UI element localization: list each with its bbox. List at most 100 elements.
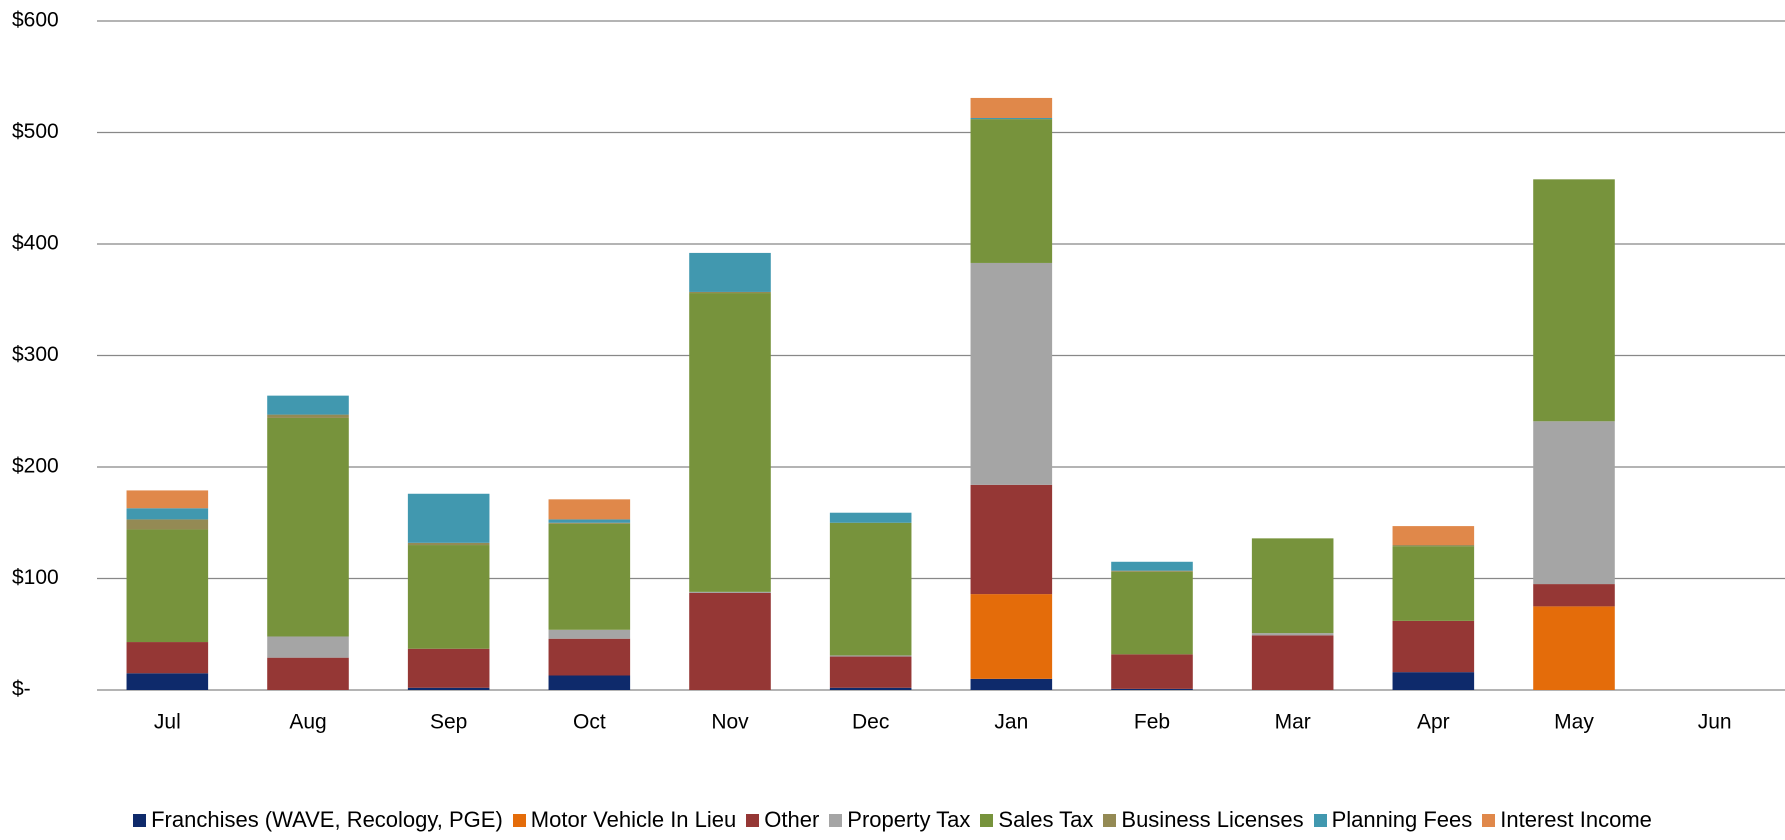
bar-segment bbox=[689, 291, 771, 294]
y-tick-label: $400 bbox=[12, 232, 59, 255]
x-tick-label: Apr bbox=[1417, 711, 1450, 734]
bar-segment bbox=[970, 119, 1053, 263]
bar-segment bbox=[1111, 561, 1193, 571]
bar-segment bbox=[548, 629, 631, 639]
bar-segment bbox=[970, 262, 1053, 485]
legend-label: Motor Vehicle In Lieu bbox=[530, 807, 737, 832]
bar-segment bbox=[689, 293, 771, 592]
x-tick-label: May bbox=[1554, 711, 1594, 734]
bar-segment bbox=[548, 519, 631, 523]
bar-segment bbox=[407, 545, 490, 649]
bar-segment bbox=[1392, 526, 1475, 546]
legend-label: Interest Income bbox=[1500, 807, 1652, 832]
legend-label: Franchises (WAVE, Recology, PGE) bbox=[151, 807, 503, 832]
chart: $- $100 $200 $300 $400 $500 $600 Jul Aug Sep Oct No… bbox=[12, 9, 1785, 734]
legend-item: Interest Income bbox=[1482, 807, 1652, 833]
bar-segment bbox=[829, 522, 912, 656]
legend-label: Other bbox=[764, 807, 820, 832]
bar-segment bbox=[970, 97, 1053, 119]
legend-item: Property Tax bbox=[829, 807, 970, 833]
bar-segment bbox=[126, 508, 209, 520]
x-tick-label: Jun bbox=[1698, 711, 1732, 734]
bar-segment bbox=[1251, 635, 1334, 690]
bar-segment bbox=[689, 592, 771, 690]
x-tick-label: Nov bbox=[711, 711, 749, 734]
bar-segment bbox=[267, 395, 349, 415]
bar-segment bbox=[407, 542, 490, 546]
legend-item: Planning Fees bbox=[1313, 807, 1473, 833]
bar-segment bbox=[1533, 606, 1615, 690]
legend: Franchises (WAVE, Recology, PGE) Motor Ve… bbox=[0, 800, 1785, 840]
bar-segment bbox=[1533, 421, 1615, 585]
legend-item: Franchises (WAVE, Recology, PGE) bbox=[133, 807, 503, 833]
bar-segment bbox=[829, 687, 912, 690]
bar-segment bbox=[548, 523, 631, 630]
y-tick-label: $600 bbox=[12, 9, 59, 32]
x-tick-label: Jan bbox=[994, 711, 1028, 734]
bar-segment bbox=[1251, 538, 1334, 634]
bar-segment bbox=[407, 648, 490, 688]
bar-segment bbox=[1533, 179, 1615, 422]
x-tick-label: Oct bbox=[573, 711, 606, 734]
bar-segment bbox=[1533, 584, 1615, 607]
bar-segment bbox=[689, 252, 771, 292]
bar-segment bbox=[548, 675, 631, 690]
legend-label: Planning Fees bbox=[1331, 807, 1473, 832]
legend-swatch bbox=[829, 813, 843, 827]
bar-segment bbox=[970, 118, 1053, 120]
x-tick-label: Dec bbox=[852, 711, 889, 734]
legend-item: Motor Vehicle In Lieu bbox=[512, 807, 737, 833]
legend-swatch bbox=[1103, 813, 1117, 827]
bar-segment bbox=[126, 642, 209, 674]
bar-segment bbox=[689, 591, 771, 593]
x-tick-label: Sep bbox=[430, 711, 467, 734]
bar-segment bbox=[548, 499, 631, 520]
y-tick-label: $200 bbox=[12, 455, 59, 478]
bar-segment bbox=[548, 638, 631, 676]
bar-segment bbox=[1251, 633, 1334, 636]
bar-segment bbox=[1111, 570, 1193, 572]
bar-segment bbox=[126, 490, 209, 509]
legend-swatch bbox=[133, 813, 147, 827]
bar-segment bbox=[1111, 654, 1193, 689]
bar-segment bbox=[267, 636, 349, 658]
bar-segment bbox=[267, 657, 349, 690]
bar-segment bbox=[1111, 688, 1193, 690]
bar-segment bbox=[829, 656, 912, 688]
x-tick-label: Jul bbox=[154, 711, 181, 734]
legend-swatch bbox=[512, 813, 526, 827]
legend-swatch bbox=[1482, 813, 1496, 827]
x-tick-label: Mar bbox=[1275, 711, 1311, 734]
bar-segment bbox=[267, 417, 349, 637]
y-tick-label: $100 bbox=[12, 566, 59, 589]
bar-segment bbox=[970, 678, 1053, 690]
bar-segment bbox=[1392, 672, 1475, 690]
bar-segment bbox=[829, 512, 912, 523]
bar-segment bbox=[970, 484, 1053, 595]
bar-segment bbox=[407, 493, 490, 543]
bar-segment bbox=[970, 594, 1053, 679]
bar-segment bbox=[1392, 546, 1475, 621]
legend-swatch bbox=[746, 813, 760, 827]
bar-segment bbox=[1111, 571, 1193, 655]
legend-label: Property Tax bbox=[847, 807, 971, 832]
y-tick-label: $300 bbox=[12, 343, 59, 366]
bar-segment bbox=[829, 655, 912, 657]
bar-segment bbox=[126, 519, 209, 530]
bar-segment bbox=[1392, 620, 1475, 673]
legend-swatch bbox=[980, 813, 994, 827]
y-tick-label: $- bbox=[12, 678, 31, 701]
bar-segment bbox=[126, 673, 209, 690]
x-tick-label: Feb bbox=[1134, 711, 1170, 734]
legend-item: Other bbox=[746, 807, 819, 833]
bar-segment bbox=[126, 529, 209, 643]
legend-label: Sales Tax bbox=[998, 807, 1094, 832]
y-tick-label: $500 bbox=[12, 120, 59, 143]
legend-item: Business Licenses bbox=[1103, 807, 1304, 833]
bar-segment bbox=[407, 687, 490, 690]
bar-segment bbox=[267, 414, 349, 418]
legend-label: Business Licenses bbox=[1121, 807, 1304, 832]
legend-swatch bbox=[1313, 813, 1327, 827]
x-tick-label: Aug bbox=[289, 711, 326, 734]
